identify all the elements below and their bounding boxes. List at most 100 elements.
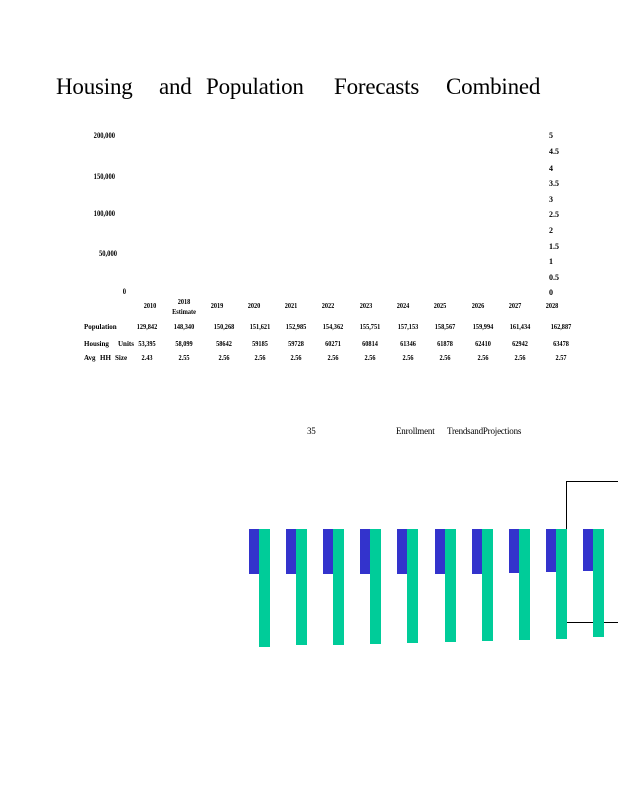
enrollment-bar-green: [444, 529, 456, 642]
right-axis-tick: 1: [549, 257, 553, 266]
frame-line-top: [566, 481, 618, 482]
table-cell: 152,985: [285, 323, 307, 331]
right-axis-tick: 3.5: [549, 179, 559, 188]
enrollment-bar-green: [259, 529, 270, 647]
year-label: 2025: [433, 302, 447, 310]
table-cell: 60271: [325, 340, 341, 348]
table-cell: 2.57: [555, 354, 567, 362]
table-cell: 2.56: [218, 354, 230, 362]
left-axis-tick: 50,000: [98, 249, 117, 258]
right-axis-tick: 0.5: [549, 273, 559, 282]
table-cell: 157,153: [397, 323, 419, 331]
right-axis-tick: 0: [549, 288, 553, 297]
table-cell: 62942: [512, 340, 528, 348]
enrollment-bar-green: [518, 529, 530, 640]
year-label: 2010: [143, 302, 157, 310]
table-cell: 159,994: [472, 323, 494, 331]
enrollment-bar-blue: [286, 529, 299, 574]
year-label: 2027: [508, 302, 522, 310]
enrollment-bar-blue: [323, 529, 336, 574]
table-cell: 151,621: [249, 323, 271, 331]
estimate-year-label: 2018 Estimate: [172, 297, 196, 317]
table-cell: 2.56: [327, 354, 339, 362]
frame-line-bottom: [566, 622, 618, 623]
table-cell: 158,567: [434, 323, 456, 331]
right-axis-tick: 3: [549, 195, 553, 204]
row-label-size: Size: [115, 354, 128, 362]
table-cell: 2.56: [290, 354, 302, 362]
year-label: 2024: [396, 302, 410, 310]
year-label: 2019: [210, 302, 224, 310]
year-label: 2021: [284, 302, 298, 310]
enrollment-bar-blue: [360, 529, 373, 574]
page-number: 35: [307, 426, 316, 436]
table-cell: 61346: [400, 340, 416, 348]
table-cell: 60814: [362, 340, 378, 348]
enrollment-bar-green: [333, 529, 345, 645]
year-label: 2026: [471, 302, 485, 310]
right-axis-tick: 4.5: [549, 147, 559, 156]
row-label-population: Population: [84, 323, 117, 331]
enrollment-caption-word: TrendsandProjections: [447, 426, 522, 436]
year-label: 2023: [359, 302, 373, 310]
enrollment-bar-green: [370, 529, 382, 644]
enrollment-bar-blue: [508, 529, 521, 573]
table-cell: 58,099: [175, 340, 193, 348]
estimate-note: Estimate: [172, 308, 196, 316]
right-axis-tick: 4: [549, 164, 553, 173]
row-label-avg: Avg: [84, 354, 96, 362]
row-label-units: Units: [118, 340, 134, 348]
table-cell: 150,268: [213, 323, 235, 331]
enrollment-bar-blue: [471, 529, 484, 574]
enrollment-caption-word: Enrollment: [396, 426, 435, 436]
table-cell: 2.56: [364, 354, 376, 362]
table-cell: 162,887: [550, 323, 572, 331]
table-cell: 59728: [288, 340, 304, 348]
table-cell: 155,751: [359, 323, 381, 331]
enrollment-bar-green: [407, 529, 419, 643]
table-cell: 2.56: [402, 354, 414, 362]
row-label-hh: HH: [100, 354, 111, 362]
enrollment-bar-blue: [434, 529, 447, 574]
enrollment-bar-green: [481, 529, 493, 641]
table-cell: 2.56: [254, 354, 266, 362]
left-axis-tick: 200,000: [93, 131, 115, 140]
title-word: Population: [206, 74, 304, 99]
year-label: 2028: [545, 302, 559, 310]
table-cell: 62410: [475, 340, 491, 348]
left-axis-tick: 100,000: [93, 209, 115, 218]
year-label: 2022: [321, 302, 335, 310]
enrollment-bar-blue: [249, 529, 261, 574]
table-cell: 2.43: [141, 354, 153, 362]
right-axis-tick: 2.5: [549, 210, 559, 219]
enrollment-bar-blue: [397, 529, 410, 574]
right-axis-tick: 5: [549, 131, 553, 140]
estimate-year: 2018: [177, 298, 191, 306]
table-cell: 148,340: [173, 323, 195, 331]
left-axis-tick: 150,000: [93, 172, 115, 181]
table-cell: 154,362: [322, 323, 344, 331]
page-title: Housing and Population Forecasts Combine…: [56, 74, 540, 104]
enrollment-bar-green: [555, 529, 567, 639]
table-cell: 2.56: [439, 354, 451, 362]
year-label: 2020: [247, 302, 261, 310]
title-word: Forecasts: [334, 74, 420, 99]
right-axis-tick: 1.5: [549, 242, 559, 251]
table-cell: 53,395: [138, 340, 156, 348]
enrollment-bar-green: [296, 529, 308, 645]
table-cell: 2.55: [178, 354, 190, 362]
row-label-housing: Housing: [84, 340, 109, 348]
enrollment-bar-blue: [582, 529, 595, 571]
table-cell: 129,842: [136, 323, 158, 331]
table-cell: 61878: [437, 340, 453, 348]
enrollment-bar-blue: [545, 529, 558, 572]
title-word: Combined: [446, 74, 541, 99]
left-axis-tick: 0: [122, 287, 126, 296]
table-cell: 161,434: [509, 323, 531, 331]
right-axis-tick: 2: [549, 226, 553, 235]
enrollment-bar-green: [592, 529, 604, 637]
frame-line-left: [566, 481, 567, 529]
table-cell: 2.56: [514, 354, 526, 362]
table-cell: 59185: [252, 340, 268, 348]
title-word: and: [159, 74, 192, 99]
